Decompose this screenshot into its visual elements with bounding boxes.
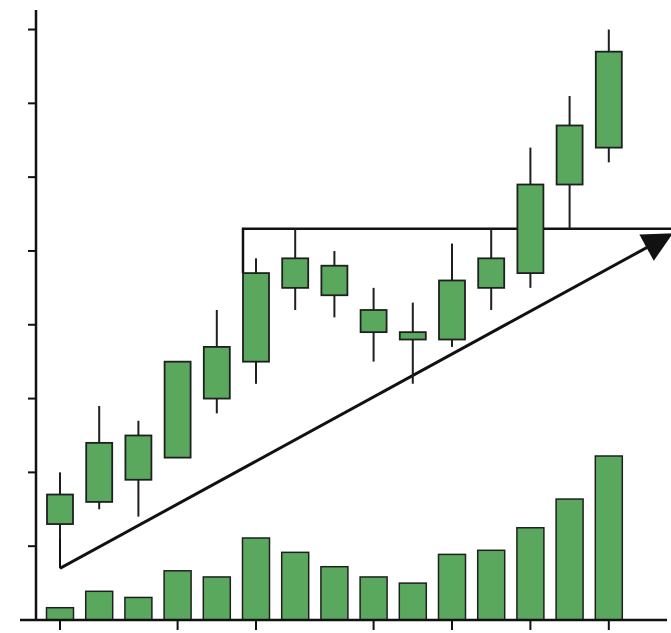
candle-body: [281, 257, 310, 289]
volume-bar: [202, 576, 232, 621]
candle-body: [438, 279, 466, 341]
candle-body: [242, 272, 270, 363]
volume-bar: [359, 576, 388, 621]
candle: [124, 420, 153, 517]
candle: [163, 360, 192, 459]
candle: [398, 302, 427, 384]
candle-body: [320, 264, 349, 297]
candle-body: [46, 493, 74, 525]
candle: [202, 310, 231, 414]
volume-bar: [594, 455, 624, 621]
volume-bar: [516, 527, 545, 621]
candle: [85, 405, 114, 510]
volume-bar: [241, 537, 271, 621]
candle-body: [85, 441, 114, 503]
volume-bar: [280, 551, 310, 621]
volume-bar: [45, 606, 75, 621]
volume-bar: [555, 498, 584, 621]
candle: [46, 472, 74, 539]
volume-bar: [124, 596, 153, 621]
candle: [477, 228, 506, 310]
volume-bar: [84, 590, 114, 621]
volume-bar: [476, 549, 506, 621]
axes: [20, 10, 667, 630]
candle: [281, 228, 310, 310]
candle: [594, 29, 623, 163]
candle-body: [594, 50, 623, 149]
candle-body: [477, 257, 506, 289]
candle-body: [202, 346, 231, 400]
candle: [359, 287, 388, 362]
volume-bar: [437, 553, 467, 621]
volume-bar: [398, 582, 428, 621]
candle: [320, 250, 349, 318]
candle-body: [163, 360, 192, 459]
candle-body: [359, 309, 388, 334]
candle-body: [398, 331, 427, 341]
candle: [242, 258, 270, 384]
trend-arrow: [59, 233, 671, 570]
candle: [438, 243, 466, 347]
candle: [555, 95, 584, 229]
candle-body: [555, 124, 584, 186]
candles: [46, 29, 623, 539]
candle-body: [516, 183, 545, 274]
volume-bar: [320, 565, 349, 621]
candle: [516, 147, 545, 288]
volume-bar: [163, 570, 192, 621]
volume-bars: [45, 455, 624, 621]
candle-body: [124, 434, 153, 481]
